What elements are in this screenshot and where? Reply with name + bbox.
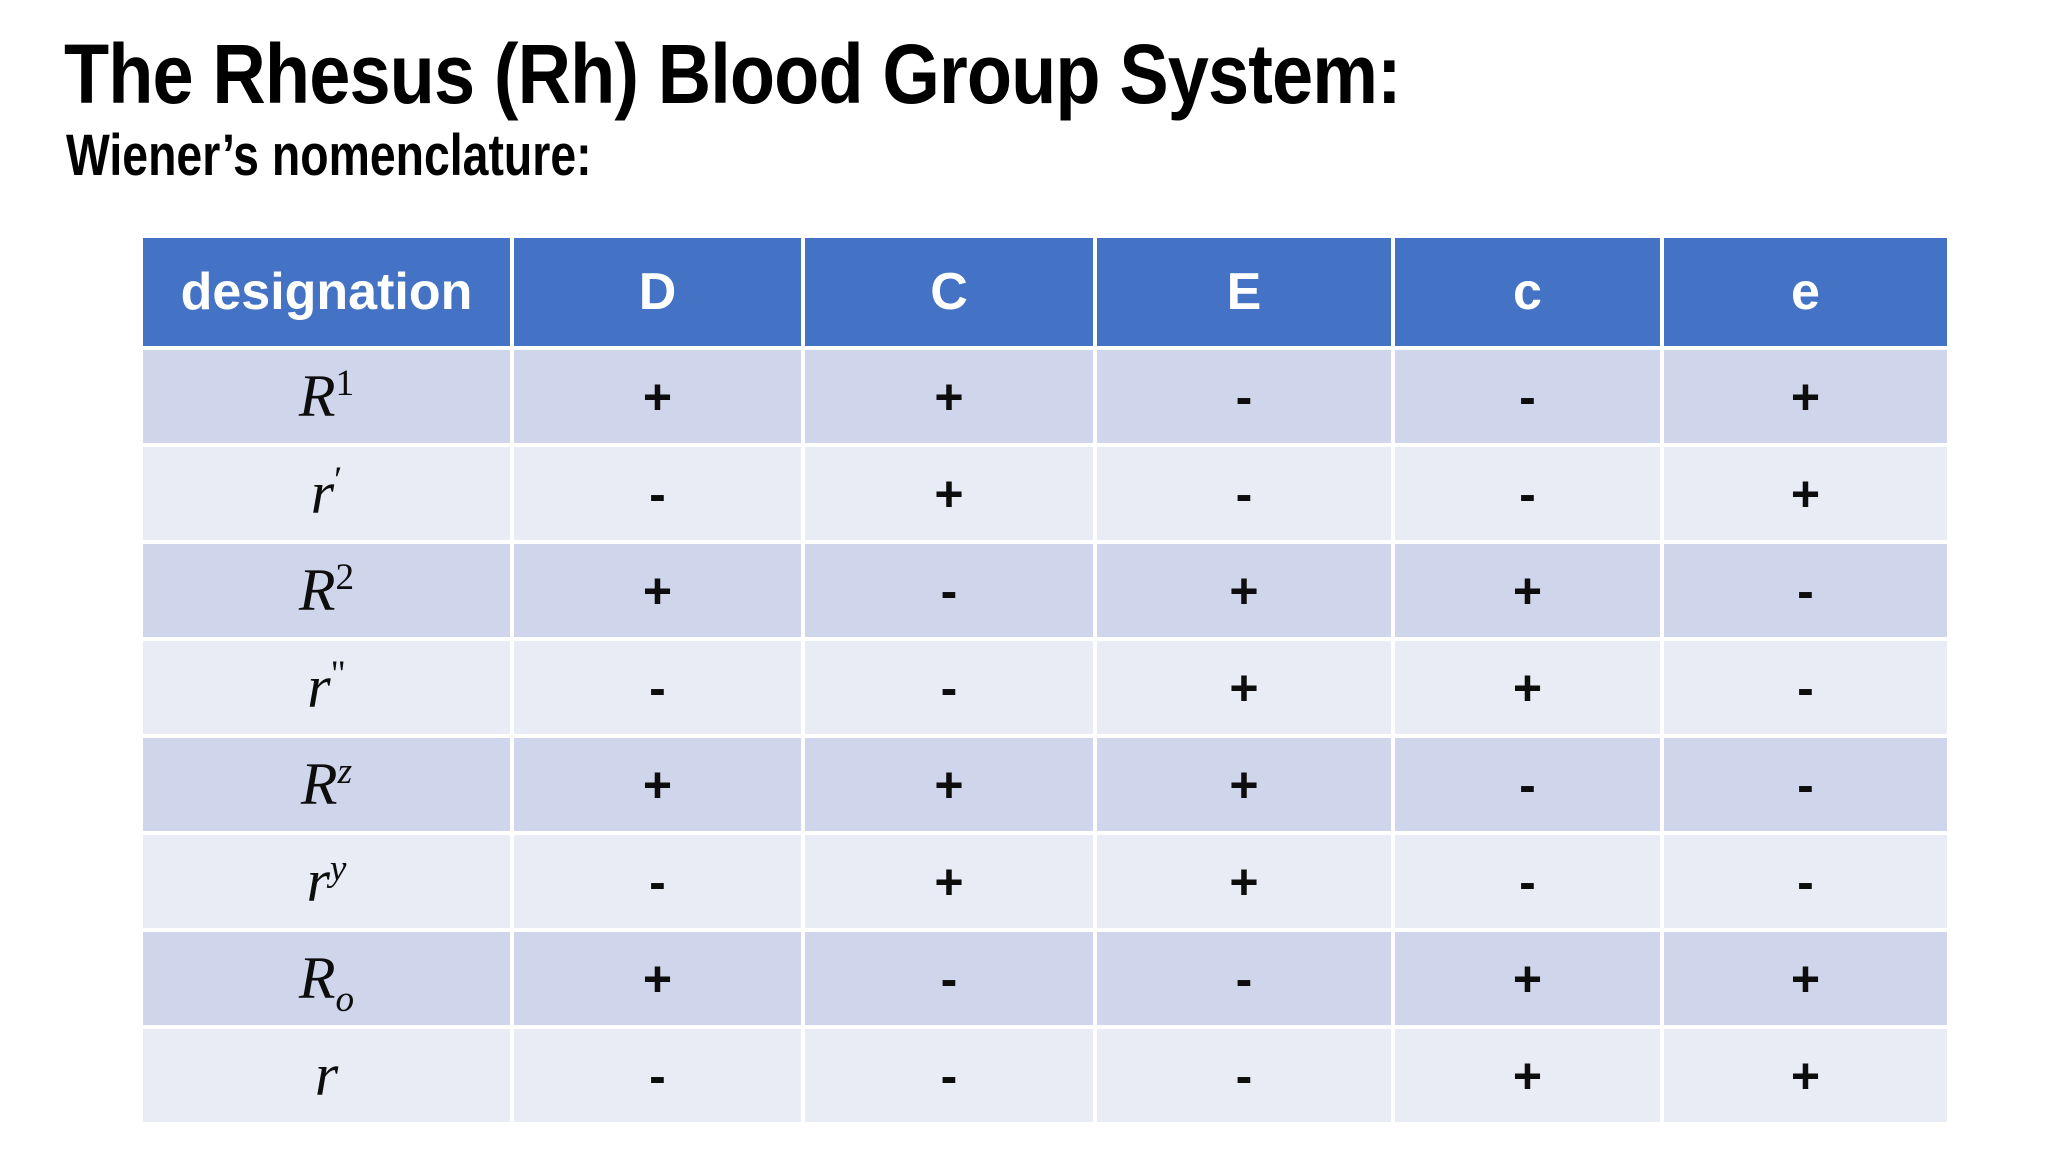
table-row: Rz + + + - - xyxy=(139,734,1951,835)
rh-nomenclature-table: designation D C E c e R1 + + - - + r′ - … xyxy=(139,234,1951,1126)
table-row: ry - + + - - xyxy=(139,831,1951,932)
table-row: Ro + - - + + xyxy=(139,928,1951,1029)
page-subtitle: Wiener’s nomenclature: xyxy=(66,123,592,188)
table-header-row: designation D C E c e xyxy=(139,234,1951,350)
cell-value: - xyxy=(1093,346,1395,447)
cell-value: - xyxy=(1660,734,1951,835)
row-label: r xyxy=(139,1025,514,1126)
cell-value: + xyxy=(1093,540,1395,641)
cell-value: - xyxy=(1093,928,1395,1029)
cell-value: + xyxy=(1660,1025,1951,1126)
table-row: R2 + - + + - xyxy=(139,540,1951,641)
cell-value: + xyxy=(1391,1025,1664,1126)
cell-value: + xyxy=(801,443,1097,544)
cell-value: + xyxy=(1660,443,1951,544)
cell-value: + xyxy=(801,346,1097,447)
cell-value: + xyxy=(1093,734,1395,835)
column-header-designation: designation xyxy=(139,234,514,350)
column-header-D: D xyxy=(510,234,805,350)
table-row: r" - - + + - xyxy=(139,637,1951,738)
row-label: Rz xyxy=(139,734,514,835)
row-label: R2 xyxy=(139,540,514,641)
cell-value: + xyxy=(510,540,805,641)
cell-value: - xyxy=(510,443,805,544)
row-label: r′ xyxy=(139,443,514,544)
cell-value: + xyxy=(1391,637,1664,738)
cell-value: + xyxy=(1391,928,1664,1029)
cell-value: + xyxy=(1660,928,1951,1029)
cell-value: - xyxy=(1660,637,1951,738)
cell-value: - xyxy=(1391,443,1664,544)
cell-value: + xyxy=(1093,637,1395,738)
cell-value: - xyxy=(801,540,1097,641)
row-label: ry xyxy=(139,831,514,932)
table-row: R1 + + - - + xyxy=(139,346,1951,447)
cell-value: - xyxy=(510,1025,805,1126)
cell-value: - xyxy=(801,1025,1097,1126)
cell-value: + xyxy=(801,734,1097,835)
page-title: The Rhesus (Rh) Blood Group System: xyxy=(64,27,1402,121)
row-label: R1 xyxy=(139,346,514,447)
cell-value: + xyxy=(801,831,1097,932)
cell-value: - xyxy=(1391,734,1664,835)
column-header-C: C xyxy=(801,234,1097,350)
table-row: r′ - + - - + xyxy=(139,443,1951,544)
cell-value: - xyxy=(1093,443,1395,544)
column-header-c: c xyxy=(1391,234,1664,350)
cell-value: + xyxy=(510,346,805,447)
cell-value: - xyxy=(801,928,1097,1029)
cell-value: - xyxy=(1093,1025,1395,1126)
cell-value: - xyxy=(1391,346,1664,447)
cell-value: + xyxy=(1093,831,1395,932)
row-label: Ro xyxy=(139,928,514,1029)
column-header-E: E xyxy=(1093,234,1395,350)
table-row: r - - - + + xyxy=(139,1025,1951,1126)
cell-value: + xyxy=(510,928,805,1029)
cell-value: - xyxy=(801,637,1097,738)
cell-value: - xyxy=(1391,831,1664,932)
cell-value: - xyxy=(1660,831,1951,932)
column-header-e: e xyxy=(1660,234,1951,350)
cell-value: - xyxy=(1660,540,1951,641)
cell-value: + xyxy=(1660,346,1951,447)
cell-value: + xyxy=(1391,540,1664,641)
cell-value: - xyxy=(510,831,805,932)
cell-value: - xyxy=(510,637,805,738)
row-label: r" xyxy=(139,637,514,738)
cell-value: + xyxy=(510,734,805,835)
